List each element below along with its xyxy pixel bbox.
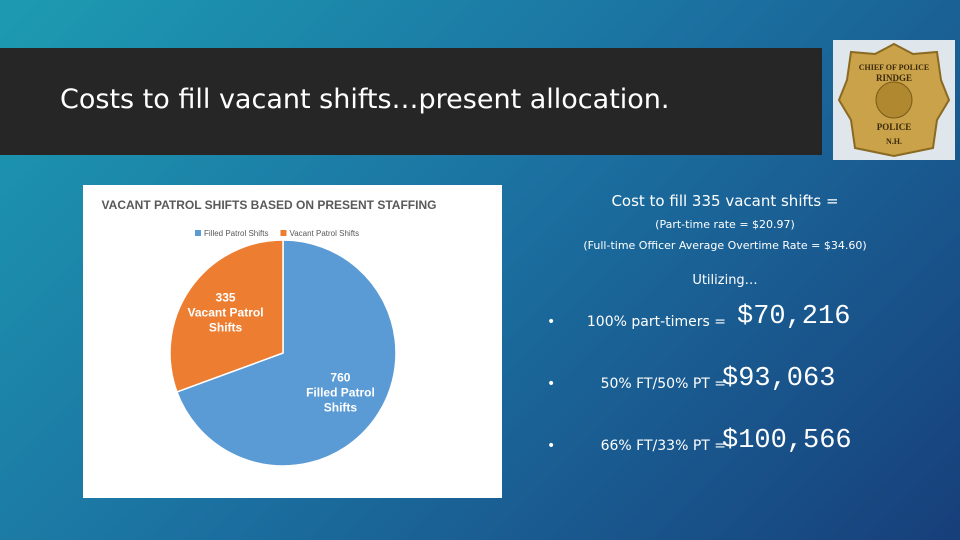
utilizing: Utilizing… <box>692 273 758 288</box>
option-label: 66% FT/33% PT = <box>600 438 726 454</box>
pie-value-label: 335 <box>215 290 236 305</box>
pie-label: 760 Filled Patrol Shifts <box>298 371 382 416</box>
badge-art: CHIEF OF POLICE RINDGE POLICE N.H. <box>837 42 951 158</box>
badge-bottom: POLICE <box>877 122 912 132</box>
slide-title: Costs to fill vacant shifts…present allo… <box>60 84 670 115</box>
pie-category-label: Filled Patrol Shifts <box>306 385 375 415</box>
badge-town: RINDGE <box>876 73 912 83</box>
bullet: • <box>547 314 556 330</box>
chart-title: VACANT PATROL SHIFTS BASED ON PRESENT ST… <box>102 198 437 212</box>
bullet: • <box>547 438 556 454</box>
badge: CHIEF OF POLICE RINDGE POLICE N.H. <box>833 40 955 160</box>
rate-line: (Full-time Officer Average Overtime Rate… <box>583 239 867 252</box>
chart: VACANT PATROL SHIFTS BASED ON PRESENT ST… <box>102 198 437 467</box>
pie-label: 335 Vacant Patrol Shifts <box>184 290 268 335</box>
option-label: 100% part-timers = <box>586 314 726 330</box>
option-amount: $70,216 <box>737 302 851 332</box>
cost-heading: Cost to fill 335 vacant shifts = <box>611 192 839 210</box>
legend-label: Filled Patrol Shifts <box>204 229 268 238</box>
badge-seal <box>875 81 913 119</box>
badge-state: N.H. <box>886 137 902 146</box>
legend-label: Vacant Patrol Shifts <box>289 229 359 238</box>
option-amount: $100,566 <box>722 426 852 456</box>
legend-swatch <box>280 230 287 236</box>
bullet: • <box>547 376 556 392</box>
rate-line: (Part-time rate = $20.97) <box>655 218 795 231</box>
pie-value-label: 760 <box>330 370 351 385</box>
pie-slice <box>175 239 397 467</box>
title-bar <box>0 48 822 155</box>
option-label: 50% FT/50% PT = <box>600 376 726 392</box>
legend-swatch <box>195 230 201 236</box>
pie-category-label: Vacant Patrol Shifts <box>187 305 264 335</box>
option-amount: $93,063 <box>722 364 836 394</box>
pie-slice <box>169 239 284 393</box>
badge-top: CHIEF OF POLICE <box>859 63 930 72</box>
chart-panel: VACANT PATROL SHIFTS BASED ON PRESENT ST… <box>83 185 502 498</box>
